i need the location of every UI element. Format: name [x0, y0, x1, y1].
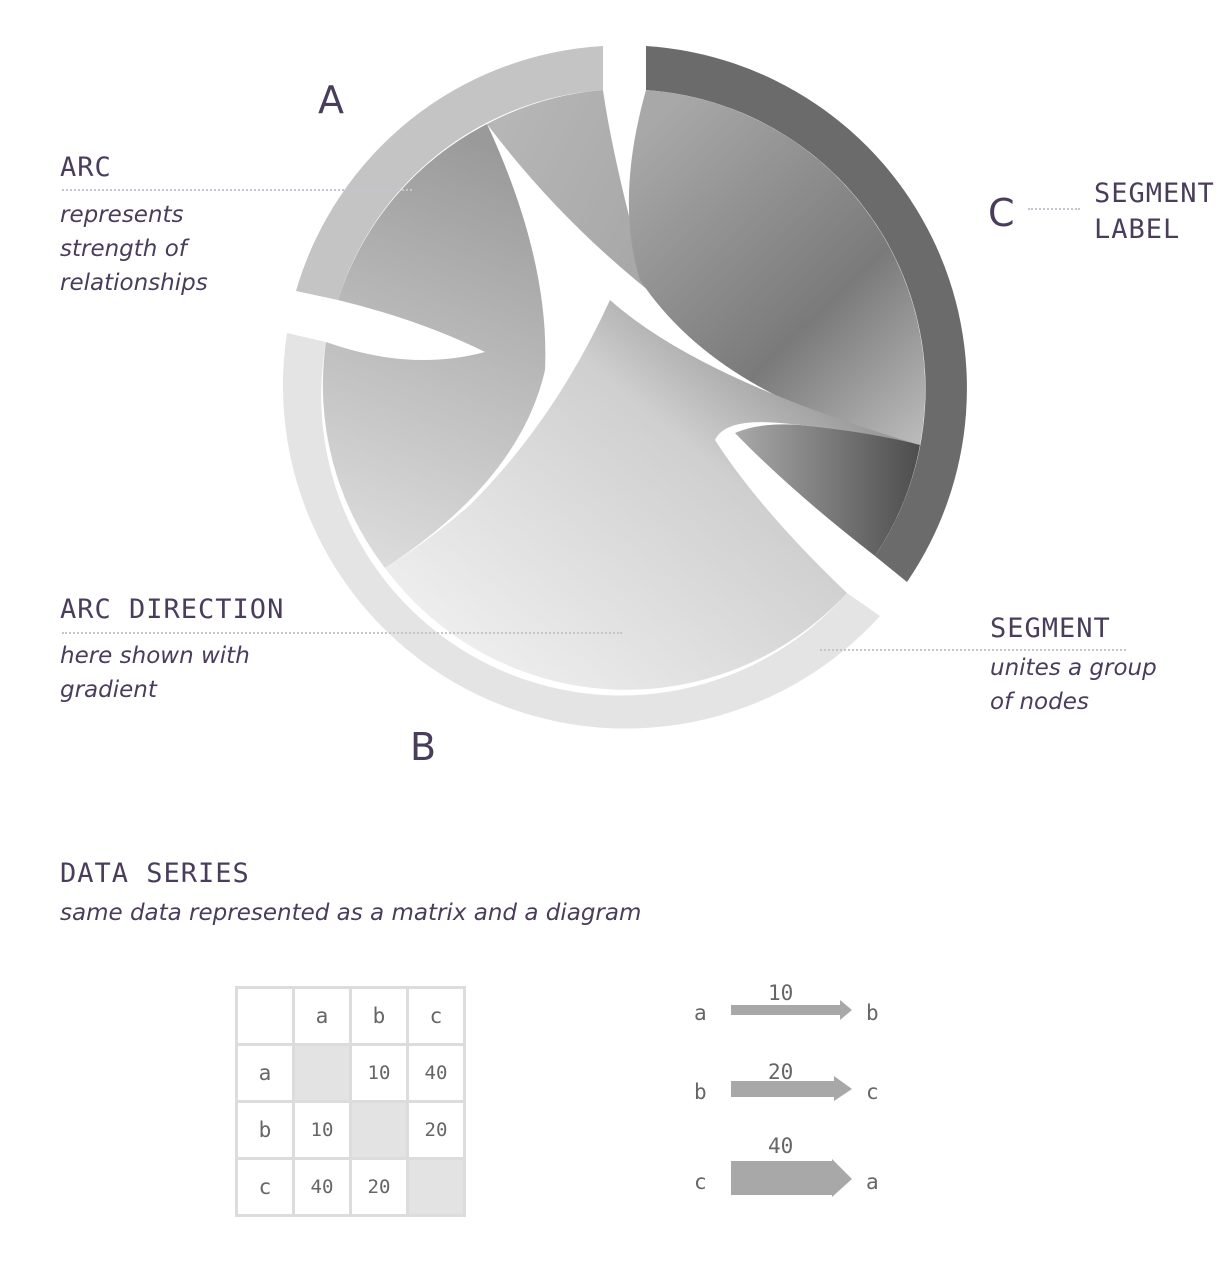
flow-from-label: b: [694, 1080, 707, 1104]
flow-value-label: 20: [768, 1060, 793, 1084]
flow-from-label: c: [694, 1170, 707, 1194]
flow-value-label: 10: [768, 981, 793, 1005]
matrix-col-header: c: [406, 986, 466, 1046]
matrix-row-header: a: [235, 1043, 295, 1103]
flow-from-label: a: [694, 1001, 707, 1025]
segment-label-c: C: [988, 191, 1015, 235]
segment-label-title: SEGMENT LABEL: [1094, 176, 1215, 248]
arc-leader-line: [62, 189, 412, 191]
matrix-cell: [406, 1157, 466, 1217]
matrix-corner-cell: [235, 986, 295, 1046]
matrix-cell: 20: [349, 1157, 409, 1217]
data-series-subtitle: same data represented as a matrix and a …: [60, 900, 642, 926]
matrix-cell: 40: [292, 1157, 352, 1217]
flow-b-c: b 20 c: [694, 1060, 879, 1104]
arc-title: ARC: [60, 152, 112, 183]
chord-c-c: [628, 90, 926, 445]
chord-b-c: [385, 300, 920, 690]
flow-diagram: a 10 b b 20 c c 40 a: [694, 981, 879, 1197]
segment-desc-line: unites a group: [990, 655, 1157, 681]
matrix-cell: 20: [406, 1100, 466, 1160]
matrix-cell: 40: [406, 1043, 466, 1103]
segment-arc-c: [646, 46, 967, 582]
matrix-row: b 10 20: [235, 1100, 466, 1160]
segment-desc-line: of nodes: [990, 689, 1089, 715]
matrix-col-header: b: [349, 986, 409, 1046]
matrix-row-header: c: [235, 1157, 295, 1217]
arc-direction-leader-line: [62, 632, 622, 634]
arc-desc-line: represents: [60, 202, 184, 228]
chord-a-b: [322, 124, 546, 568]
matrix-row-header: b: [235, 1100, 295, 1160]
arc-desc-line: strength of: [60, 236, 187, 262]
arc-direction-description: here shown with gradient: [60, 639, 250, 707]
segment-label-title-line: SEGMENT: [1094, 178, 1215, 209]
segment-label-a: A: [318, 78, 344, 122]
matrix-cell: 10: [349, 1043, 409, 1103]
chord-a-c: [487, 90, 920, 445]
segment-leader-line: [820, 649, 1126, 651]
matrix-col-header: a: [292, 986, 352, 1046]
matrix-row: c 40 20: [235, 1157, 466, 1217]
flow-arrow: [731, 1076, 852, 1101]
flow-c-a: c 40 a: [694, 1134, 879, 1197]
data-series-title: DATA SERIES: [60, 858, 250, 889]
flow-value-label: 40: [768, 1134, 793, 1158]
arc-desc-line: relationships: [60, 270, 208, 296]
segment-description: unites a group of nodes: [990, 651, 1157, 719]
segment-label-leader-line: [1028, 208, 1080, 210]
segment-arc-a: [296, 46, 603, 300]
segment-title: SEGMENT: [990, 613, 1111, 644]
flow-a-b: a 10 b: [694, 981, 879, 1025]
matrix-cell: 10: [292, 1100, 352, 1160]
chord-diagram: A B C: [282, 46, 1015, 769]
segment-label-b: B: [410, 725, 436, 769]
flow-to-label: c: [866, 1080, 879, 1104]
arc-direction-desc-line: here shown with: [60, 643, 250, 669]
matrix-cell: [349, 1100, 409, 1160]
segment-label-title-line: LABEL: [1094, 214, 1181, 245]
flow-to-label: a: [866, 1170, 879, 1194]
flow-arrow: [731, 1159, 852, 1197]
arc-description: represents strength of relationships: [60, 198, 208, 300]
matrix-cell: [292, 1043, 352, 1103]
arc-direction-title: ARC DIRECTION: [60, 594, 285, 625]
matrix-row: a 10 40: [235, 1043, 466, 1103]
segment-arc-b: [282, 333, 880, 729]
chord-c-b: [735, 424, 920, 556]
data-matrix: a b c a 10 40 b 10 20 c 40 20: [235, 986, 466, 1217]
flow-arrow: [731, 1000, 852, 1020]
matrix-header-row: a b c: [235, 986, 466, 1046]
arc-direction-desc-line: gradient: [60, 677, 157, 703]
flow-to-label: b: [866, 1001, 879, 1025]
